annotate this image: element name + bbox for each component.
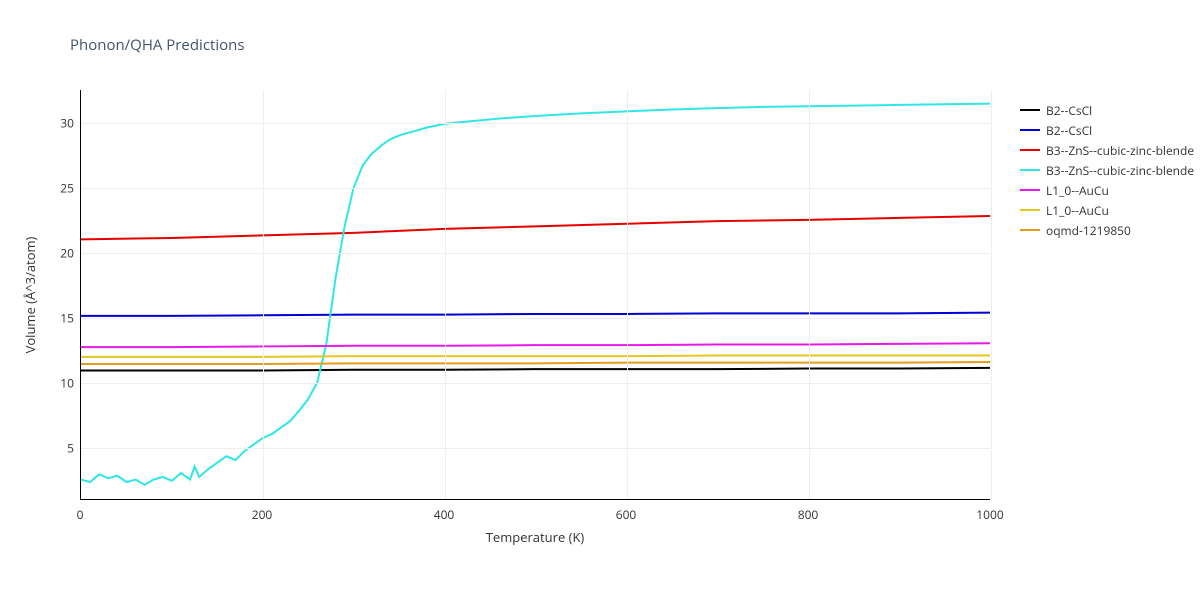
y-tick-label: 25: [52, 179, 74, 196]
series-line: [81, 343, 990, 347]
legend-item[interactable]: B3--ZnS--cubic-zinc-blende: [1020, 140, 1194, 160]
gridline-vertical: [445, 90, 446, 499]
series-line: [81, 216, 990, 239]
legend-swatch: [1020, 209, 1040, 211]
legend-swatch: [1020, 149, 1040, 151]
x-tick-label: 200: [252, 506, 273, 523]
legend-label: B2--CsCl: [1046, 122, 1092, 139]
plot-area: [80, 90, 990, 500]
gridline-vertical: [627, 90, 628, 499]
series-line: [81, 362, 990, 364]
x-tick-label: 1000: [976, 506, 1003, 523]
legend-label: B2--CsCl: [1046, 102, 1092, 119]
legend-swatch: [1020, 129, 1040, 131]
legend-swatch: [1020, 189, 1040, 191]
y-tick-label: 30: [52, 114, 74, 131]
x-axis-label: Temperature (K): [486, 528, 585, 546]
series-line: [81, 356, 990, 357]
gridline-horizontal: [81, 383, 990, 384]
gridline-horizontal: [81, 253, 990, 254]
series-line: [81, 313, 990, 316]
y-tick-label: 10: [52, 374, 74, 391]
gridline-horizontal: [81, 188, 990, 189]
gridline-horizontal: [81, 123, 990, 124]
y-tick-label: 5: [52, 439, 74, 456]
x-tick-label: 400: [434, 506, 455, 523]
legend-label: L1_0--AuCu: [1046, 182, 1109, 199]
x-tick-label: 600: [616, 506, 637, 523]
series-line: [81, 104, 990, 485]
legend-label: L1_0--AuCu: [1046, 202, 1109, 219]
legend-item[interactable]: L1_0--AuCu: [1020, 180, 1194, 200]
series-line: [81, 368, 990, 371]
gridline-vertical: [991, 90, 992, 499]
legend-item[interactable]: B2--CsCl: [1020, 120, 1194, 140]
legend-item[interactable]: oqmd-1219850: [1020, 220, 1194, 240]
x-tick-label: 0: [77, 506, 84, 523]
legend-swatch: [1020, 109, 1040, 111]
legend-item[interactable]: B2--CsCl: [1020, 100, 1194, 120]
legend-label: B3--ZnS--cubic-zinc-blende: [1046, 142, 1194, 159]
y-axis-label: Volume (Å^3/atom): [21, 237, 39, 354]
legend-label: B3--ZnS--cubic-zinc-blende: [1046, 162, 1194, 179]
gridline-horizontal: [81, 448, 990, 449]
series-layer: [81, 90, 990, 499]
legend-swatch: [1020, 169, 1040, 171]
gridline-vertical: [809, 90, 810, 499]
legend-label: oqmd-1219850: [1046, 222, 1131, 239]
y-tick-label: 15: [52, 309, 74, 326]
chart-title: Phonon/QHA Predictions: [70, 35, 245, 55]
gridline-horizontal: [81, 318, 990, 319]
legend: B2--CsCl B2--CsCl B3--ZnS--cubic-zinc-blen…: [1020, 100, 1194, 240]
legend-item[interactable]: B3--ZnS--cubic-zinc-blende: [1020, 160, 1194, 180]
y-tick-label: 20: [52, 244, 74, 261]
legend-item[interactable]: L1_0--AuCu: [1020, 200, 1194, 220]
gridline-vertical: [263, 90, 264, 499]
legend-swatch: [1020, 229, 1040, 231]
x-tick-label: 800: [798, 506, 819, 523]
